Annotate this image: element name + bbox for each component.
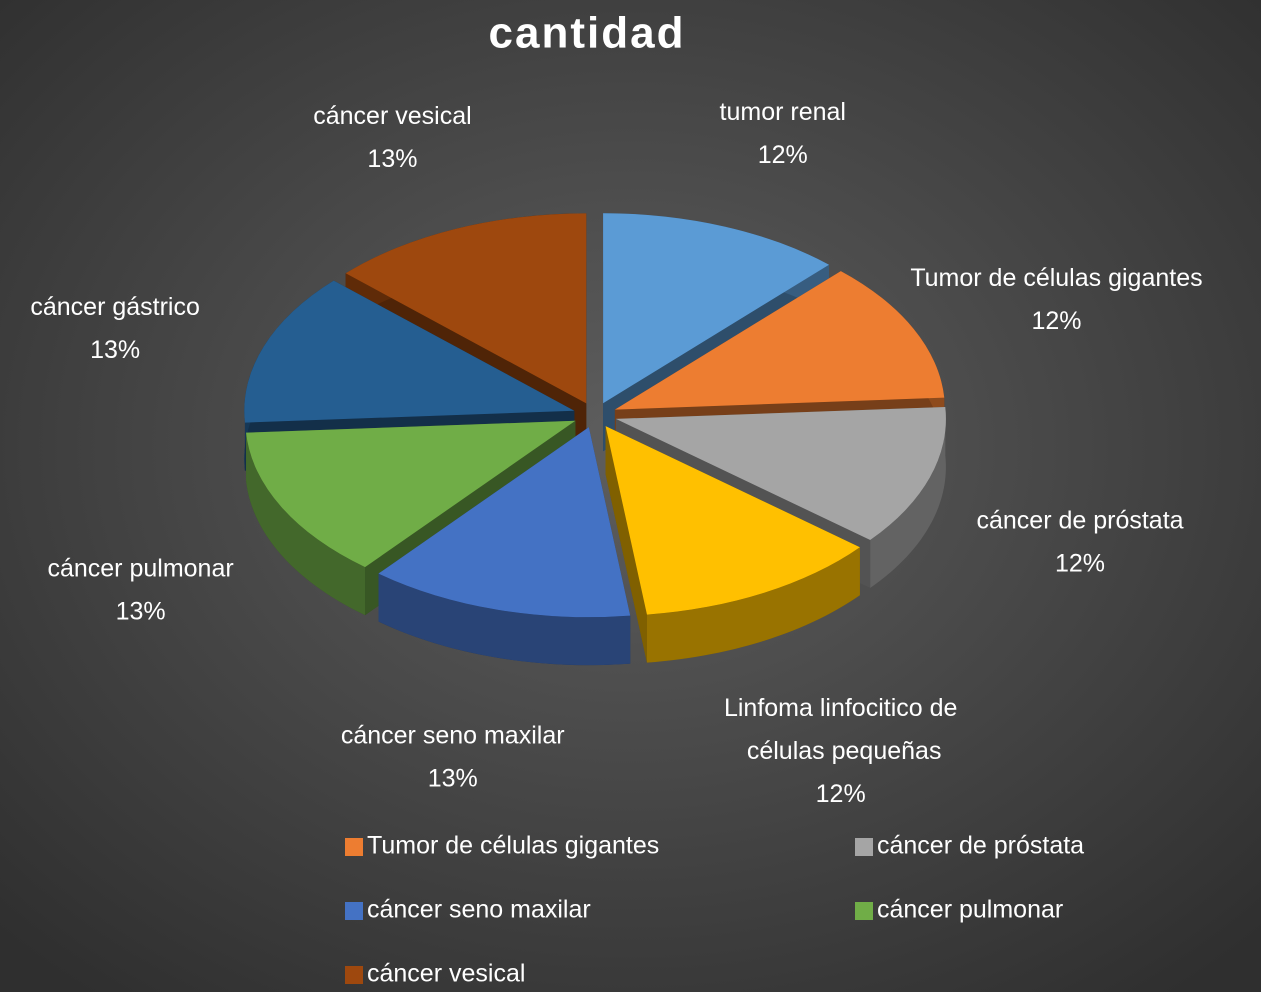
slice-side [646, 547, 860, 663]
data-label-name: cáncer pulmonar [47, 554, 233, 582]
slice-side [870, 406, 946, 589]
data-label-value: 13% [90, 336, 140, 364]
legend-swatch [345, 902, 363, 920]
data-label-name: cáncer de próstata [976, 507, 1183, 535]
legend-label: cáncer pulmonar [877, 896, 1063, 924]
legend-label: cáncer vesical [367, 960, 525, 988]
legend: tumor renalTumor de células gigantescánc… [345, 832, 1084, 988]
slice [605, 426, 860, 615]
slice [603, 213, 829, 404]
slice [614, 271, 945, 410]
data-label-value: 12% [1055, 550, 1105, 578]
data-label-name: tumor renal [720, 98, 846, 126]
legend-label: Tumor de células gigantes [367, 832, 659, 860]
chart-title: cantidad [489, 9, 686, 58]
slice [244, 280, 575, 423]
data-label-value: 12% [758, 141, 808, 169]
legend-label: cáncer de próstata [877, 832, 1084, 860]
pie [244, 213, 946, 666]
legend-swatch [345, 966, 363, 984]
data-label-name: Linfoma linfocitico de células pequeñas [724, 694, 957, 765]
data-label-value: 12% [1031, 307, 1081, 335]
data-label-value: 13% [367, 145, 417, 173]
slice [246, 420, 576, 568]
slice-side [378, 573, 631, 666]
legend-swatch [855, 902, 873, 920]
slice-wall [605, 426, 647, 663]
slice [378, 427, 631, 618]
data-label-name: Tumor de células gigantes [910, 264, 1202, 292]
data-label-name: cáncer vesical [313, 102, 471, 130]
slice [615, 406, 946, 541]
data-label-value: 13% [428, 765, 478, 793]
data-labels: tumor renal 12% Tumor de células gigantes 1… [30, 98, 1202, 808]
data-label-name: cáncer seno maxilar [341, 722, 565, 750]
legend-label: cáncer seno maxilar [367, 896, 591, 924]
slice [345, 213, 587, 404]
legend-swatch [855, 838, 873, 856]
data-label-name: cáncer gástrico [30, 293, 200, 321]
legend-swatch [345, 838, 363, 856]
data-label-value: 12% [816, 780, 866, 808]
slice-side [246, 432, 366, 616]
data-label-value: 13% [116, 597, 166, 625]
